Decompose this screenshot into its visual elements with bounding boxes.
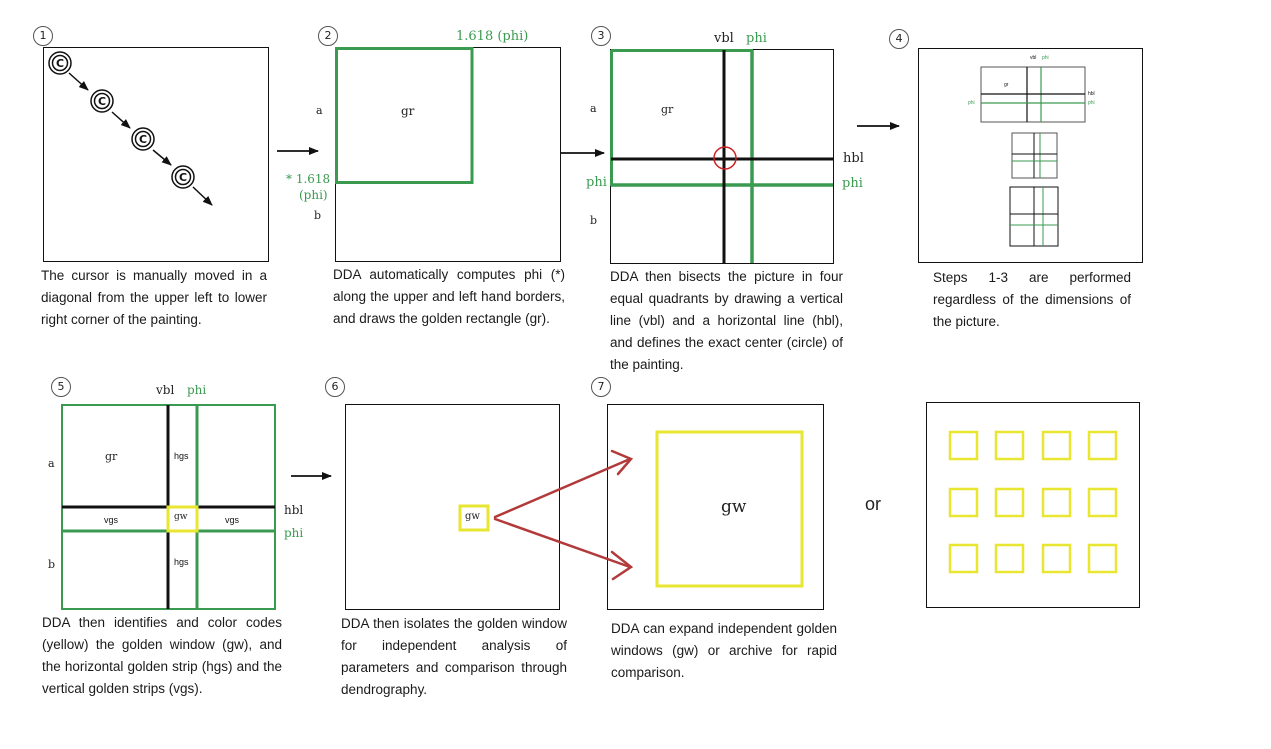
panel-2-painting: [335, 47, 561, 262]
panel-3-painting: [610, 49, 834, 264]
step-4-caption: Steps 1-3 are performed regardless of th…: [933, 270, 1131, 329]
archived-golden-windows: [948, 430, 1118, 574]
gr-label: gr: [661, 103, 674, 116]
vbl-label: vbl: [1030, 55, 1037, 61]
phi-label-top: 1.618 (phi): [456, 29, 529, 44]
step-2-caption: DDA automatically computes phi (*) along…: [333, 267, 565, 326]
arrow-icon: [277, 122, 900, 480]
golden-window: [458, 504, 490, 532]
gw-label: gw: [174, 512, 188, 522]
gw-label-large: gw: [721, 497, 747, 517]
hbl-label: hbl: [843, 151, 864, 166]
b-label: b: [48, 558, 56, 571]
cursor-glyph: C: [179, 171, 187, 184]
step-1-number: 1: [33, 26, 53, 46]
example-square: [1011, 132, 1058, 179]
phi-label-left: phi: [968, 100, 975, 106]
phi-label-right: phi: [284, 526, 304, 540]
panel-7-painting: [607, 404, 824, 610]
a-label: a: [316, 104, 323, 117]
b-label: b: [314, 209, 322, 222]
cursor-glyph: C: [56, 57, 64, 70]
example-landscape: [980, 66, 1086, 123]
panel-4-painting: [918, 48, 1143, 263]
cursor-glyph: C: [139, 133, 147, 146]
step-7-number: 7: [591, 377, 611, 397]
a-label: a: [48, 457, 55, 470]
expand-arrow-icon: [493, 449, 634, 581]
hbl-label: hbl: [1088, 91, 1095, 97]
step-1-caption: The cursor is manually moved in a diagon…: [41, 268, 267, 327]
gw-label: gw: [465, 511, 480, 522]
step-2-number: 2: [318, 26, 338, 46]
phi-label-right: phi: [842, 176, 863, 191]
panel-6-painting: [345, 404, 560, 610]
step-5-caption: DDA then identifies and color codes (yel…: [42, 615, 282, 696]
step-5-number: 5: [51, 377, 71, 397]
phi-label-left: phi: [586, 175, 607, 190]
cursor-path: [68, 72, 213, 206]
golden-window: [166, 505, 199, 533]
panel-archive: [926, 402, 1140, 608]
gr-label: gr: [1004, 82, 1009, 88]
hgs-label-top: hgs: [174, 451, 189, 461]
cursor-glyph: C: [98, 95, 106, 108]
phi-label-left: * 1.618: [286, 172, 331, 186]
golden-rectangle: [335, 47, 474, 184]
cursor-icon: [48, 51, 195, 189]
step-6-caption: DDA then isolates the golden window for …: [341, 616, 567, 697]
phi-label-right: phi: [1088, 100, 1095, 106]
center-circle: [713, 146, 737, 170]
vbl-label: vbl: [714, 31, 734, 46]
phi-label-top: phi: [187, 383, 207, 397]
a-label: a: [590, 102, 597, 115]
step-4-number: 4: [889, 29, 909, 49]
step-3-number: 3: [591, 26, 611, 46]
step-6-number: 6: [325, 377, 345, 397]
vbl-label: vbl: [156, 383, 175, 397]
step-7-caption: DDA can expand independent golden window…: [611, 621, 837, 680]
gr-label: gr: [105, 450, 118, 463]
vgs-label-right: vgs: [225, 515, 240, 525]
gr-label: gr: [401, 104, 415, 118]
or-label: or: [865, 494, 882, 514]
golden-rectangle: [610, 49, 753, 186]
phi-label-top: phi: [1042, 55, 1049, 61]
hgs-label-bottom: hgs: [174, 557, 189, 567]
hbl-label: hbl: [284, 503, 304, 517]
phi-label-top: phi: [746, 31, 767, 46]
b-label: b: [590, 214, 598, 227]
expanded-golden-window: [655, 430, 804, 588]
step-3-caption: DDA then bisects the picture in four equ…: [610, 269, 843, 372]
example-portrait: [1009, 186, 1059, 247]
phi-label-left-suffix: (phi): [299, 188, 328, 202]
vgs-label-left: vgs: [104, 515, 119, 525]
